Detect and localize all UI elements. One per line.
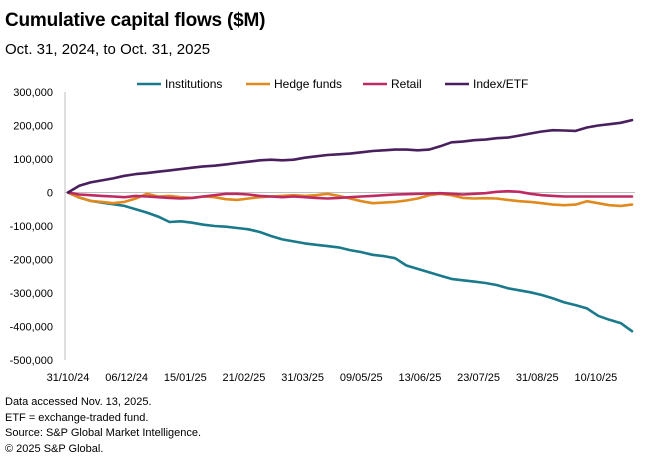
- y-tick-label: 200,000: [13, 121, 53, 133]
- legend-label: Hedge funds: [274, 77, 342, 91]
- y-tick-label: 300,000: [13, 87, 53, 99]
- x-tick-label: 15/01/25: [164, 372, 207, 384]
- series-line-institutions: [66, 191, 634, 333]
- chart-notes: Data accessed Nov. 13, 2025. ETF = excha…: [5, 395, 201, 457]
- y-tick-label: 100,000: [13, 154, 53, 166]
- note-source: Source: S&P Global Market Intelligence.: [5, 427, 202, 439]
- x-tick-label: 21/02/25: [223, 372, 266, 384]
- note-data-accessed: Data accessed Nov. 13, 2025.: [5, 396, 152, 408]
- series-lines: [66, 118, 634, 333]
- y-tick-label: 0: [47, 188, 53, 200]
- y-tick-label: -500,000: [10, 355, 53, 367]
- note-etf-definition: ETF = exchange-traded fund.: [5, 411, 149, 424]
- x-tick-label: 06/12/24: [105, 372, 148, 384]
- x-tick-label: 09/05/25: [340, 372, 383, 384]
- y-tick-label: -100,000: [10, 221, 53, 233]
- y-tick-label: -300,000: [10, 288, 53, 300]
- x-tick-label: 13/06/25: [399, 372, 442, 384]
- y-axis: 300,000 200,000 100,000 0 -100,000 -200,000 -3…: [10, 87, 66, 367]
- x-axis: 31/10/24 06/12/24 15/01/25 21/02/25 31/03/25…: [47, 372, 618, 384]
- x-tick-label: 31/10/24: [47, 372, 90, 384]
- legend-label: Retail: [391, 77, 422, 91]
- series-line-retail: [66, 189, 634, 200]
- chart-legend: Institutions Hedge funds Retail Index/ETF: [137, 77, 528, 91]
- legend-label: Institutions: [165, 77, 222, 91]
- x-tick-label: 23/07/25: [457, 372, 500, 384]
- y-tick-label: -200,000: [10, 255, 53, 267]
- legend-label: Index/ETF: [473, 77, 528, 91]
- x-tick-label: 31/03/25: [281, 372, 324, 384]
- series-line-index-etf: [66, 118, 634, 194]
- x-tick-label: 31/08/25: [516, 372, 559, 384]
- note-copyright: © 2025 S&P Global.: [5, 442, 104, 455]
- x-tick-label: 10/10/25: [574, 372, 617, 384]
- chart-subtitle: Oct. 31, 2024, to Oct. 31, 2025: [5, 41, 211, 58]
- chart-title: Cumulative capital flows ($M): [5, 10, 266, 31]
- y-tick-label: -400,000: [10, 322, 53, 334]
